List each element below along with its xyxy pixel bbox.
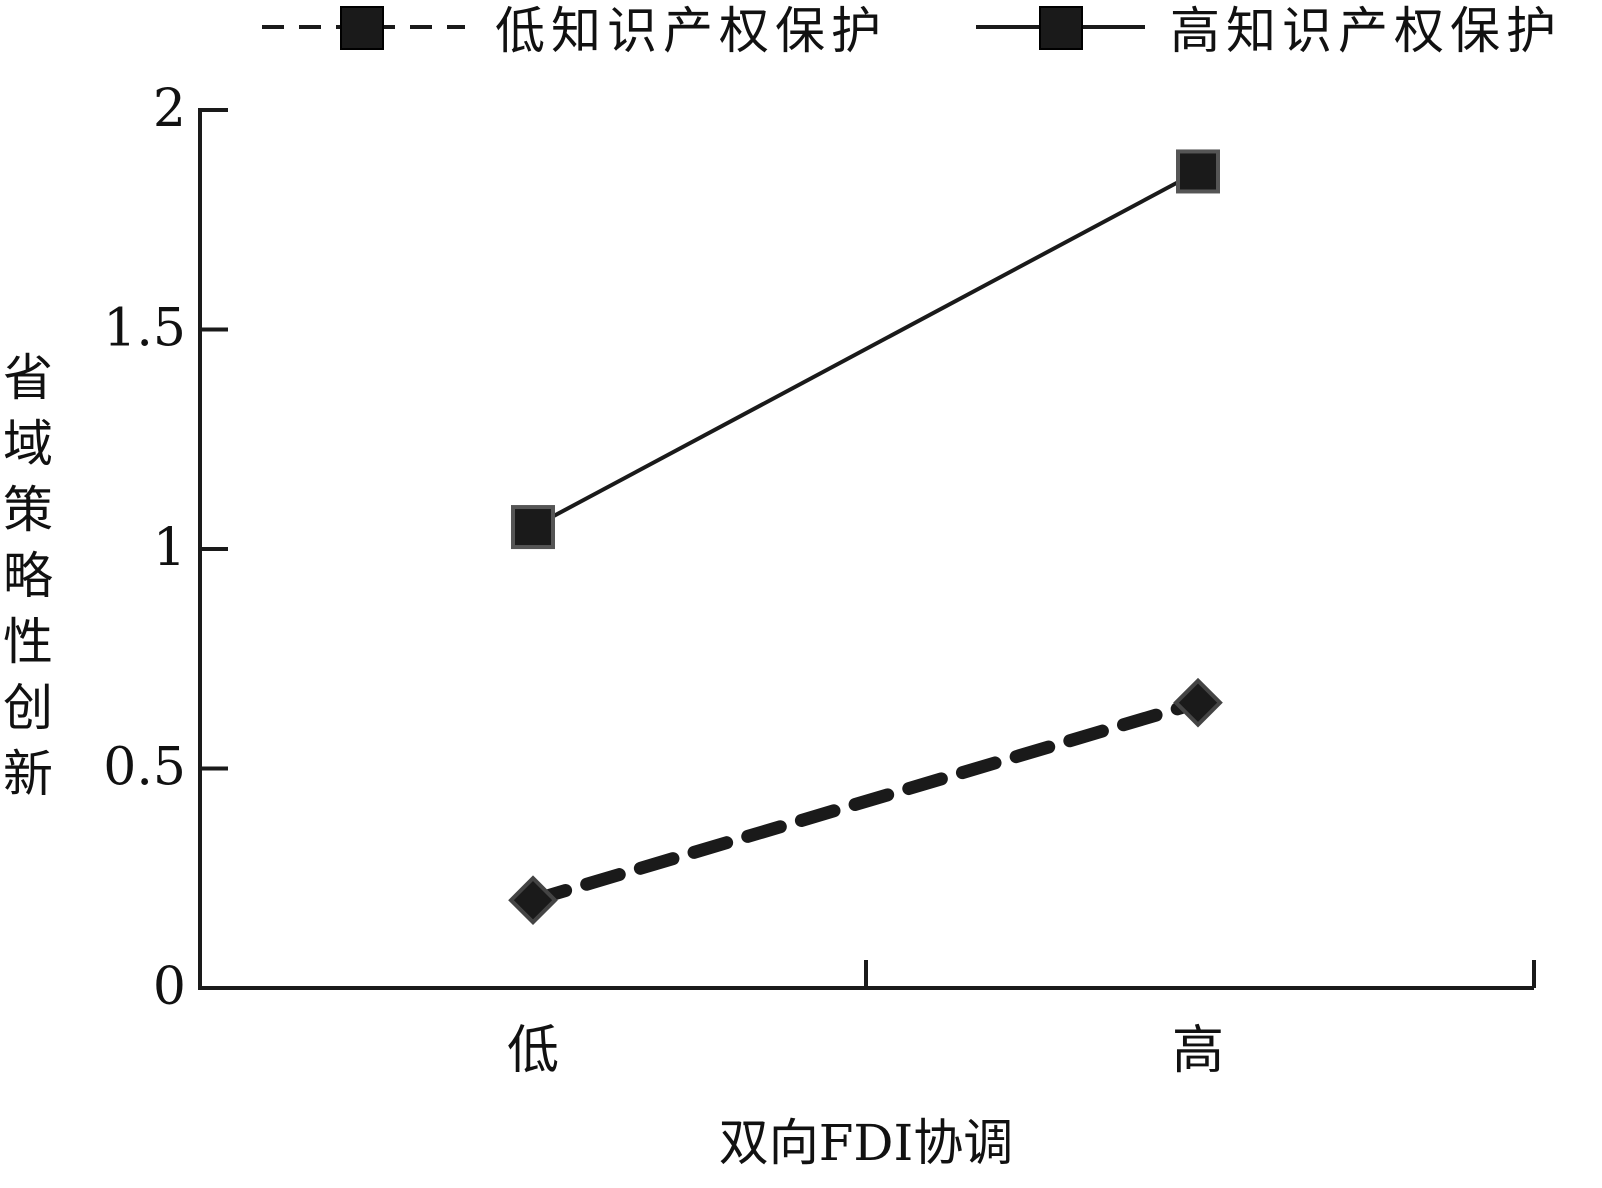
y-tick-label: 0 [153,957,186,1017]
axes [198,108,1534,990]
legend: 低知识产权保护 高知识产权保护 [262,2,1562,60]
y-axis-title-char: 策 [3,481,53,539]
legend-label-high-ipr: 高知识产权保护 [1170,2,1562,60]
series-line-1 [532,169,1199,529]
y-axis-title-char: 略 [3,547,53,605]
series [508,149,1223,926]
legend-marker-low-ipr [340,6,384,50]
point-marker-0-0 [508,875,558,926]
x-axis-title: 双向FDI协调 [719,1114,1014,1172]
y-axis-title-char: 创 [3,679,53,737]
legend-entry-low-ipr: 低知识产权保护 [262,2,887,60]
series-line-0 [526,696,1205,907]
legend-marker-high-ipr [1039,6,1083,50]
x-tick-label: 高 [1172,1021,1224,1081]
y-ticks: 0 0.5 1 1.5 2 [103,79,228,1017]
x-tick-label: 低 [507,1021,559,1081]
y-tick-label: 0.5 [103,738,186,798]
legend-label-low-ipr: 低知识产权保护 [495,2,887,60]
y-axis-title-char: 域 [3,415,53,473]
y-tick-label: 1 [153,518,186,578]
y-tick-label: 2 [153,79,186,139]
point-marker-1-1 [1176,149,1220,194]
x-ticks: 低高 [507,960,1536,1081]
y-tick-label: 1.5 [103,299,186,359]
y-axis-title-char: 省 [3,349,53,407]
y-axis-title-char: 性 [3,613,53,671]
y-axis-title-char: 新 [3,745,53,803]
legend-entry-high-ipr: 高知识产权保护 [976,2,1562,60]
point-marker-0-1 [1173,677,1223,728]
point-marker-1-0 [511,505,555,550]
